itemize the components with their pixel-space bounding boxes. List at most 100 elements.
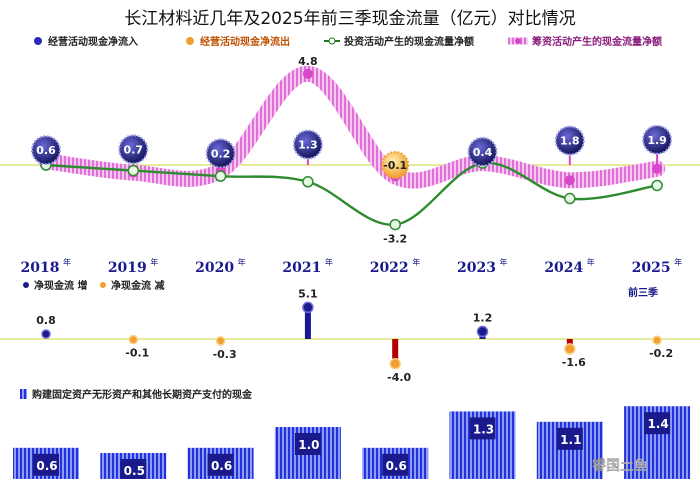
year-suffix: 年 xyxy=(238,257,246,267)
capex-label: 1.0 xyxy=(298,438,319,452)
operating-out-bubble xyxy=(381,151,410,179)
year-label: 2020 xyxy=(195,260,234,276)
legend-investing-label: 投资活动产生的现金流量净额 xyxy=(344,35,474,48)
net-point xyxy=(652,335,662,345)
investing-point xyxy=(651,179,663,192)
capex-value-box xyxy=(33,453,59,476)
operating-in-bubble xyxy=(642,124,673,155)
operating-in-bubble xyxy=(467,136,498,167)
investing-point xyxy=(302,176,314,188)
financing-label: 4.8 xyxy=(298,55,318,68)
investing-point xyxy=(389,218,401,231)
legend-operating-in-marker xyxy=(34,37,42,45)
legend-net-down-marker xyxy=(100,282,106,288)
top-legend: 经营活动现金净流入 经营活动现金净流出 投资活动产生的现金流量净额 筹资活动产生… xyxy=(34,35,662,48)
year-label: 2021 xyxy=(282,260,321,276)
legend-financing-marker xyxy=(515,38,521,44)
operating-in-label: 1.9 xyxy=(647,134,667,147)
year-label: 2025 xyxy=(632,260,671,276)
net-point xyxy=(302,301,314,314)
year-suffix: 年 xyxy=(587,257,595,267)
operating-in-bubble xyxy=(118,134,149,165)
capex-label: 1.1 xyxy=(560,433,581,447)
year-suffix: 年 xyxy=(412,257,420,267)
legend-net-up-marker xyxy=(23,282,29,288)
operating-series: 0.6 0.7 0.2 1.3 -0.1 0.4 1.8 1.9 xyxy=(31,124,673,179)
net-point xyxy=(215,336,226,346)
capex-label: 0.6 xyxy=(36,459,57,473)
net-bar xyxy=(304,307,311,339)
operating-in-label: 0.2 xyxy=(211,147,231,160)
net-label: 1.2 xyxy=(473,312,493,325)
operating-in-label: 0.7 xyxy=(124,143,144,156)
net-point xyxy=(389,358,401,370)
legend-financing: 筹资活动产生的现金流量净额 xyxy=(508,35,662,48)
legend-investing: 投资活动产生的现金流量净额 xyxy=(324,35,474,48)
legend-operating-out-label: 经营活动现金净流出 xyxy=(200,35,290,48)
legend-investing-marker xyxy=(328,37,336,45)
operating-in-label: 1.8 xyxy=(560,135,580,148)
year-label: 2018 xyxy=(21,260,60,276)
year-label: 2019 xyxy=(108,260,147,276)
net-point xyxy=(41,329,51,339)
operating-in-bubble xyxy=(205,138,236,169)
watermark: 睿国土鱼 xyxy=(592,457,648,474)
capex-value-box xyxy=(556,427,583,450)
financing-point xyxy=(302,68,313,79)
capex-series: 0.6 0.5 0.6 1.0 0.6 1.3 1.1 1.4 xyxy=(13,406,691,479)
operating-in-bubble xyxy=(292,129,323,160)
year-suffix: 年 xyxy=(150,257,158,267)
net-label: -4.0 xyxy=(387,371,411,384)
year-label: 2023 xyxy=(457,260,496,276)
financing-point xyxy=(564,175,575,186)
capex-value-box xyxy=(120,459,147,479)
capex-label: 0.5 xyxy=(124,464,145,478)
year-label: 2024 xyxy=(544,260,583,276)
net-point xyxy=(476,325,489,338)
investing-point xyxy=(564,192,576,205)
year-suffix: 年 xyxy=(500,257,508,267)
investing-point xyxy=(214,170,227,182)
operating-in-bubble xyxy=(31,135,61,166)
investing-label: -3.2 xyxy=(383,233,407,246)
net-label: -1.6 xyxy=(562,356,586,369)
legend-operating-in: 经营活动现金净流入 xyxy=(34,35,138,48)
operating-in-label: 0.6 xyxy=(36,144,56,157)
legend-net-up-label: 净现金流 增 xyxy=(34,279,87,292)
legend-net-down-label: 净现金流 减 xyxy=(111,279,164,292)
chart-title: 长江材料近几年及2025年前三季现金流量（亿元）对比情况 xyxy=(124,9,575,29)
operating-in-bubble xyxy=(554,125,585,156)
legend-financing-label: 筹资活动产生的现金流量净额 xyxy=(532,35,662,48)
net-bar xyxy=(392,339,399,364)
legend-operating-in-label: 经营活动现金净流入 xyxy=(48,35,138,48)
net-label: 5.1 xyxy=(298,287,318,300)
financing-point xyxy=(652,163,663,174)
year-suffix: 年 xyxy=(63,257,71,267)
bottom-legend: 购建固定资产无形资产和其他长期资产支付的现金 xyxy=(20,388,253,401)
operating-in-label: 0.4 xyxy=(473,146,493,159)
capex-value-box xyxy=(294,433,321,455)
year-label: 2022 xyxy=(370,260,409,276)
legend-operating-out: 经营活动现金净流出 xyxy=(186,35,290,48)
net-label: 0.8 xyxy=(36,314,56,327)
legend-capex-label: 购建固定资产无形资产和其他长期资产支付的现金 xyxy=(32,388,253,401)
year-axis: 2018 年 2019 年 2020 年 2021 年 2022 年 2023 年 2024 年 2025 年 xyxy=(21,257,683,276)
net-label: -0.2 xyxy=(649,347,673,360)
year-suffix: 年 xyxy=(325,257,333,267)
net-label: -0.3 xyxy=(213,348,237,361)
legend-capex-marker xyxy=(20,389,27,399)
net-point xyxy=(564,343,576,355)
capex-label: 0.6 xyxy=(211,459,232,473)
investing-line xyxy=(45,161,658,226)
net-label: -0.1 xyxy=(125,347,149,360)
operating-out-label: -0.1 xyxy=(383,159,407,172)
investing-series: -3.2 xyxy=(40,157,663,246)
investing-point xyxy=(127,164,140,177)
capex-label: 1.4 xyxy=(647,417,668,431)
capex-value-box xyxy=(207,453,234,476)
financing-line xyxy=(38,65,666,189)
period-note: 前三季 xyxy=(628,286,659,299)
capex-label: 1.3 xyxy=(473,422,494,436)
